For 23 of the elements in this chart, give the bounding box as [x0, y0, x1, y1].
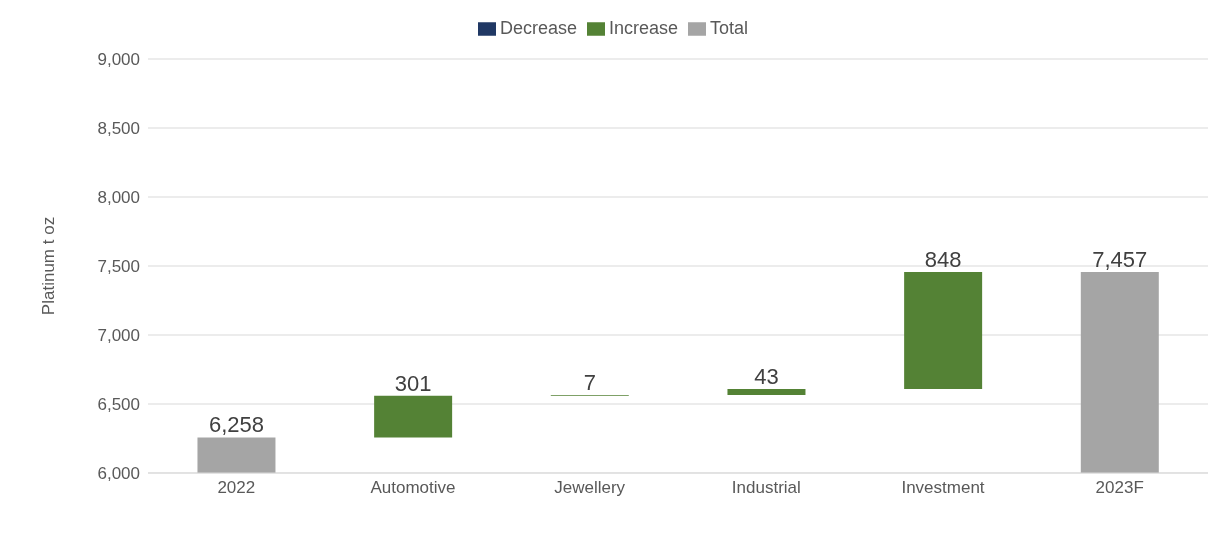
- data-label: 848: [924, 246, 962, 272]
- x-tick-label: Jewellery: [554, 478, 626, 498]
- data-label: 6,258: [208, 412, 264, 438]
- x-tick-label: Industrial: [731, 478, 801, 498]
- y-tick-label: 8,000: [97, 188, 140, 208]
- y-tick-label: 7,000: [97, 326, 140, 346]
- y-tick-label: 6,500: [97, 395, 140, 415]
- data-label: 301: [394, 370, 432, 396]
- x-tick-label: 2023F: [1095, 478, 1144, 498]
- y-tick-label: 7,500: [97, 257, 140, 277]
- y-tick-label: 8,500: [97, 119, 140, 139]
- y-tick-label: 9,000: [97, 50, 140, 70]
- data-label: 7: [583, 369, 596, 395]
- x-tick-label: Automotive: [370, 478, 456, 498]
- legend-label: Increase: [608, 18, 679, 38]
- legend-label: Decrease: [499, 18, 577, 38]
- data-label: 43: [754, 363, 779, 389]
- y-axis-title: Platinum t oz: [39, 216, 59, 316]
- data-label: 7,457: [1092, 246, 1148, 272]
- legend-label: Total: [710, 18, 749, 38]
- x-tick-label: 2022: [217, 478, 256, 498]
- x-tick-label: Investment: [901, 478, 985, 498]
- y-tick-label: 6,000: [97, 464, 140, 484]
